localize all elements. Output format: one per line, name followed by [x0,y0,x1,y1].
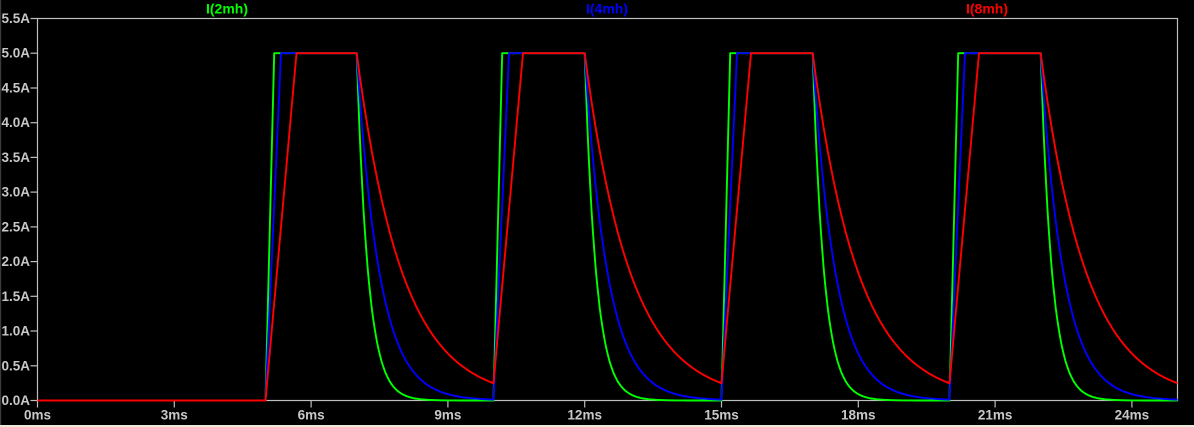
svg-text:3.0A: 3.0A [1,185,30,200]
svg-text:4.0A: 4.0A [1,115,30,130]
svg-text:2.0A: 2.0A [1,254,30,269]
svg-text:0.0A: 0.0A [1,393,30,408]
svg-text:I(4mh): I(4mh) [586,1,628,17]
svg-text:15ms: 15ms [704,408,739,423]
svg-text:3.5A: 3.5A [1,150,30,165]
svg-text:3ms: 3ms [161,408,188,423]
svg-text:I(8mh): I(8mh) [966,1,1008,17]
svg-text:0.5A: 0.5A [1,358,30,373]
svg-text:5.5A: 5.5A [1,11,30,26]
svg-text:1.5A: 1.5A [1,289,30,304]
svg-text:12ms: 12ms [567,408,602,423]
svg-text:6ms: 6ms [298,408,325,423]
svg-text:5.0A: 5.0A [1,46,30,61]
svg-text:1.0A: 1.0A [1,324,30,339]
svg-text:21ms: 21ms [978,408,1013,423]
svg-text:4.5A: 4.5A [1,81,30,96]
svg-text:24ms: 24ms [1115,408,1150,423]
svg-text:0ms: 0ms [24,408,51,423]
svg-text:18ms: 18ms [841,408,876,423]
svg-text:2.5A: 2.5A [1,219,30,234]
svg-text:I(2mh): I(2mh) [206,1,248,17]
svg-text:9ms: 9ms [434,408,461,423]
